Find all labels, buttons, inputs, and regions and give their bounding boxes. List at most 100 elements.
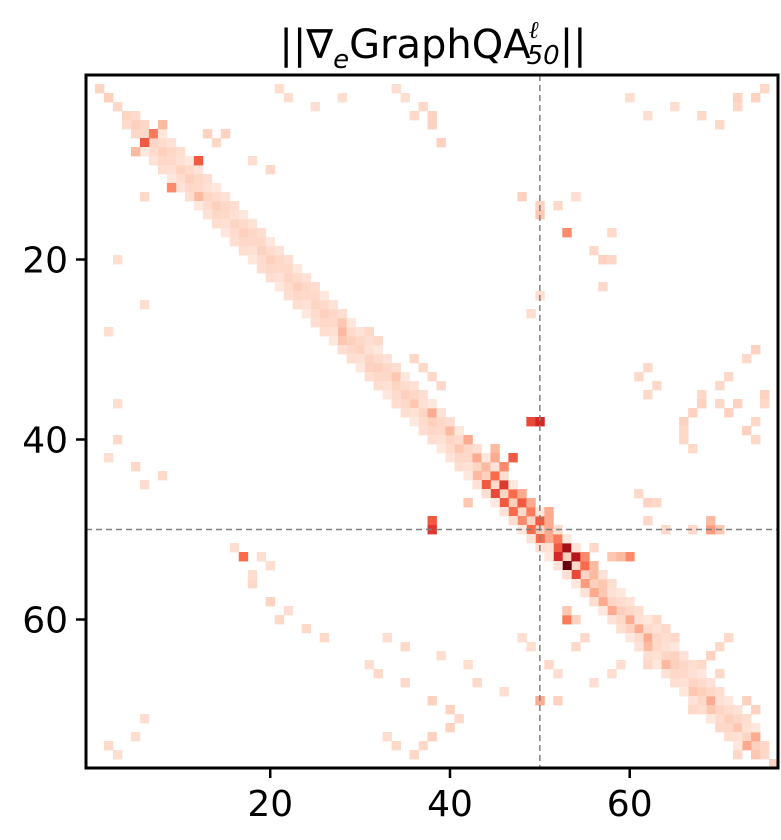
heatmap-cell [616,552,626,562]
heatmap-cell [382,732,392,742]
heatmap-cell [571,579,581,589]
heatmap-cell [436,408,446,418]
heatmap-cell [139,138,150,148]
heatmap-cell [652,651,662,661]
heatmap-cell [733,723,743,733]
heatmap-cell [616,624,626,634]
heatmap-cell [715,714,725,724]
heatmap-cell [571,615,581,625]
heatmap-cell [220,201,231,211]
heatmap-cell [499,507,509,517]
plot-frame [84,73,780,770]
heatmap-cell [301,300,312,310]
heatmap-cell [337,318,348,328]
heatmap-cell [328,309,339,319]
heatmap-cell [733,750,743,760]
heatmap-cell [580,570,590,580]
heatmap-cell [103,327,114,337]
heatmap-cell [427,426,437,436]
heatmap-cell [337,309,348,319]
heatmap-cell [607,552,617,562]
heatmap-cell [715,696,725,706]
heatmap-cell [337,345,348,355]
heatmap-cell [715,120,725,130]
heatmap-cell [634,633,644,643]
heatmap-cell [238,552,249,562]
heatmap-cell [454,444,464,454]
y-axis-ticks: 20 40 60 [22,241,86,642]
heatmap-cell [715,723,725,733]
heatmap-cell [553,543,563,553]
heatmap-cell [526,507,536,517]
heatmap-cell [571,552,581,562]
heatmap-cell [688,444,698,454]
heatmap-cell [319,309,330,319]
heatmap-cell [463,444,473,454]
heatmap-cell [580,588,590,598]
heatmap-cell [517,525,527,535]
heatmap-cell [742,741,752,751]
heatmap-cell [265,561,276,571]
heatmap-cell [598,588,608,598]
heatmap-cell [454,462,464,472]
heatmap-cell [634,642,644,652]
heatmap-cell [607,255,617,265]
heatmap-cell [400,642,410,652]
heatmap-cell [508,498,518,508]
heatmap-cell [148,147,159,157]
heatmap-cell [652,381,662,391]
heatmap-cell [607,579,617,589]
heatmap-cell [679,669,689,679]
heatmap-cell [463,453,473,463]
heatmap-cell [499,489,509,499]
chart-title-sup: ℓ [529,16,539,44]
heatmap-cell [139,480,150,490]
chart-title-suffix: || [560,22,587,68]
heatmap-cell [733,93,743,103]
heatmap-cell [238,219,249,229]
heatmap-cell [184,165,195,175]
heatmap-cell [301,291,312,301]
heatmap-cell [472,480,482,490]
heatmap-cell [643,660,653,670]
heatmap-cell [508,516,518,526]
heatmap-cell [499,471,509,481]
heatmap-cell [229,201,240,211]
heatmap-cell [481,453,491,463]
heatmap-cell [688,687,698,697]
heatmap-cell [544,534,554,544]
heatmap-cell [265,165,276,175]
heatmap-cell [175,165,186,175]
heatmap-cell [634,615,644,625]
heatmap-cell [562,552,572,562]
heatmap-cell [742,723,752,733]
heatmap-cell [562,228,572,238]
heatmap-cell [508,489,518,499]
heatmap-cell [499,687,509,697]
heatmap-cell [607,588,617,598]
heatmap-cell [742,714,752,724]
heatmap-cell [247,570,258,580]
heatmap-cell [724,705,734,715]
heatmap-cell [616,615,626,625]
heatmap-cell [679,651,689,661]
heatmap-cell [148,138,159,148]
heatmap-cell [661,642,671,652]
heatmap-cell [310,291,321,301]
heatmap-cell [607,669,617,679]
heatmap-cell [760,399,770,409]
heatmap-cell [427,525,437,535]
heatmap-cell [418,426,428,436]
heatmap-cell [400,381,410,391]
heatmap-cell [256,237,267,247]
heatmap-cell [697,678,707,688]
heatmap-cell [157,165,168,175]
heatmap-cell [427,516,437,526]
heatmap-cell [427,120,437,130]
heatmap-cell [589,597,599,607]
heatmap-cell [130,120,141,130]
heatmap-cell [760,741,770,751]
heatmap-cell [391,363,401,373]
heatmap-cells [94,84,779,769]
heatmap-cell [670,669,680,679]
